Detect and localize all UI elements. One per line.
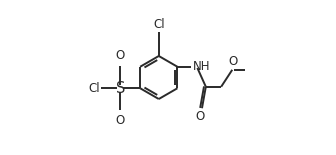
Text: O: O — [196, 110, 205, 123]
Text: Cl: Cl — [88, 82, 100, 95]
Text: Cl: Cl — [153, 18, 165, 31]
Text: S: S — [116, 81, 125, 96]
Text: O: O — [116, 114, 125, 127]
Text: O: O — [116, 49, 125, 62]
Text: O: O — [228, 55, 238, 68]
Text: NH: NH — [193, 60, 210, 73]
